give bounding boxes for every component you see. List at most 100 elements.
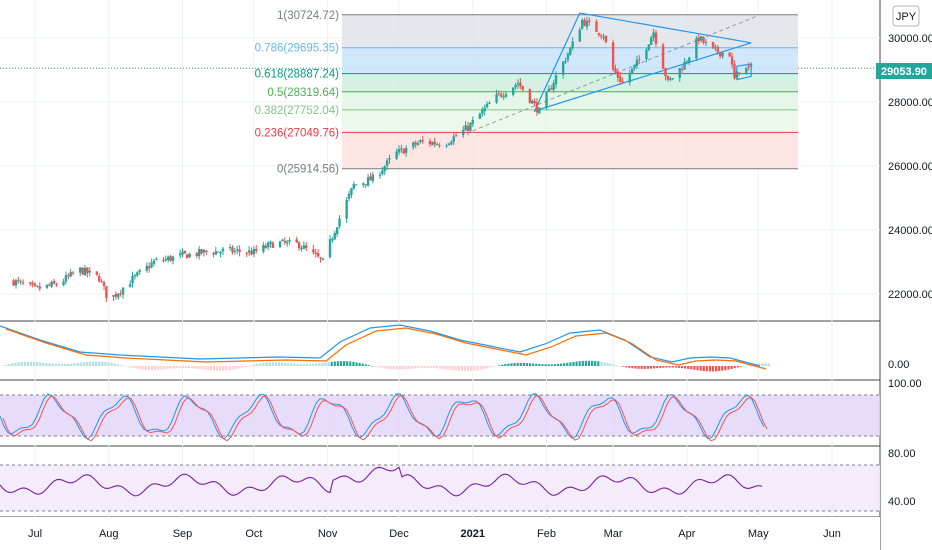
candle-body bbox=[531, 100, 534, 104]
macd-histogram-bar bbox=[702, 366, 705, 372]
macd-histogram-bar bbox=[113, 363, 116, 366]
macd-signal-line bbox=[5, 327, 767, 370]
macd-histogram-bar bbox=[153, 366, 157, 370]
macd-histogram-bar bbox=[132, 366, 135, 369]
candle-body bbox=[569, 47, 572, 55]
macd-histogram-bar bbox=[600, 361, 603, 366]
macd-histogram-bar bbox=[147, 366, 150, 370]
candle-body bbox=[702, 37, 705, 43]
macd-histogram-bar bbox=[60, 364, 64, 366]
macd-histogram-bar bbox=[101, 361, 104, 366]
candle-body bbox=[654, 32, 658, 44]
candle-body bbox=[585, 20, 589, 27]
candle-body bbox=[133, 275, 137, 277]
macd-histogram-bar bbox=[439, 366, 442, 369]
macd-histogram-bar bbox=[491, 366, 494, 367]
macd-histogram-bar bbox=[736, 366, 739, 368]
candle-body bbox=[205, 250, 208, 253]
candle-body bbox=[21, 282, 25, 284]
macd-histogram-bar bbox=[637, 366, 640, 369]
macd-histogram-bar bbox=[299, 364, 302, 366]
candle-body bbox=[664, 68, 667, 77]
macd-histogram-bar bbox=[116, 364, 119, 366]
candle-body bbox=[95, 271, 99, 275]
candle-body bbox=[545, 92, 548, 108]
candle-body bbox=[718, 52, 722, 57]
macd-histogram-bar bbox=[389, 366, 392, 370]
candle-body bbox=[202, 249, 206, 253]
macd-histogram-bar bbox=[448, 366, 451, 370]
macd-histogram-bar bbox=[668, 366, 671, 368]
candle-body bbox=[695, 38, 698, 59]
macd-histogram-bar bbox=[646, 366, 649, 369]
macd-line bbox=[0, 324, 761, 367]
candle-body bbox=[730, 56, 734, 65]
candle-body bbox=[385, 160, 389, 166]
candle-body bbox=[102, 282, 106, 287]
macd-histogram-bar bbox=[76, 363, 79, 366]
macd-histogram-bar bbox=[119, 365, 122, 366]
candle-body bbox=[183, 250, 187, 254]
macd-histogram-bar bbox=[352, 361, 355, 366]
macd-histogram-bar bbox=[460, 366, 463, 372]
triangle-pattern bbox=[533, 12, 752, 112]
candle-body bbox=[266, 242, 270, 248]
time-tick-label: Dec bbox=[389, 528, 409, 540]
macd-histogram-bar bbox=[625, 366, 628, 368]
candle-body bbox=[595, 21, 598, 32]
candle-body bbox=[98, 276, 101, 282]
candle-body bbox=[195, 253, 198, 256]
macd-histogram-bar bbox=[463, 366, 467, 372]
candle-body bbox=[333, 232, 336, 240]
macd-histogram-bar bbox=[225, 366, 228, 371]
candle-body bbox=[462, 129, 465, 136]
macd-histogram-bar bbox=[436, 366, 439, 369]
candle-body bbox=[114, 293, 118, 297]
candle-body bbox=[704, 41, 708, 43]
candle-body bbox=[571, 41, 574, 49]
macd-histogram-bar bbox=[522, 362, 525, 366]
macd-histogram-bar bbox=[17, 362, 20, 366]
candle-body bbox=[345, 199, 348, 219]
candle-body bbox=[295, 239, 298, 243]
candle-body bbox=[721, 52, 724, 57]
candle-body bbox=[200, 249, 203, 254]
macd-histogram-bar bbox=[194, 366, 197, 369]
candle-body bbox=[669, 78, 672, 81]
candle-body bbox=[86, 267, 89, 274]
macd-histogram-bar bbox=[553, 364, 556, 366]
candle-body bbox=[388, 158, 391, 160]
macd-histogram-bar bbox=[556, 363, 560, 366]
candle-body bbox=[666, 75, 670, 80]
macd-histogram-bar bbox=[401, 366, 405, 370]
candle-body bbox=[469, 123, 472, 131]
time-tick-label: Oct bbox=[245, 528, 262, 540]
candle-body bbox=[564, 60, 567, 63]
macd-histogram-bar bbox=[426, 366, 429, 368]
macd-zero-label: 0.00 bbox=[888, 359, 909, 371]
macd-histogram-bar bbox=[432, 366, 436, 369]
candle-body bbox=[302, 245, 306, 249]
fib-label: 0.786(29695.35) bbox=[255, 43, 340, 55]
candle-body bbox=[33, 283, 37, 286]
candle-body bbox=[614, 68, 617, 73]
candle-body bbox=[328, 239, 332, 258]
macd-histogram-bar bbox=[622, 366, 625, 367]
macd-histogram-bar bbox=[733, 366, 736, 369]
candle-body bbox=[138, 270, 141, 273]
macd-histogram-bar bbox=[315, 363, 318, 366]
candle-body bbox=[738, 72, 741, 74]
candle-body bbox=[29, 282, 32, 284]
candle-body bbox=[186, 254, 189, 259]
candle-body bbox=[366, 177, 370, 186]
candle-body bbox=[414, 142, 417, 145]
candle-body bbox=[83, 267, 87, 276]
candle-body bbox=[321, 258, 325, 260]
currency-badge[interactable]: JPY bbox=[892, 5, 920, 27]
candle-body bbox=[50, 282, 53, 287]
macd-histogram-bar bbox=[705, 366, 708, 372]
macd-histogram-bar bbox=[141, 366, 144, 370]
macd-histogram-bar bbox=[566, 362, 569, 366]
candle-body bbox=[338, 218, 341, 227]
candle-body bbox=[283, 240, 287, 243]
